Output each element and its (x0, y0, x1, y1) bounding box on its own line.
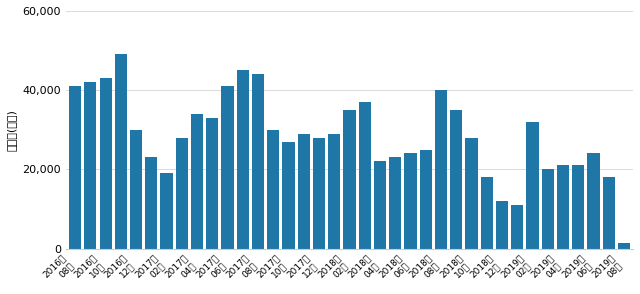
Bar (344, 110, 356, 248)
Bar (161, 173, 173, 248)
Bar (313, 138, 325, 248)
Bar (298, 134, 310, 248)
Bar (557, 165, 569, 248)
Bar (374, 161, 386, 248)
Bar (221, 86, 234, 248)
Bar (252, 74, 264, 248)
Bar (328, 134, 340, 248)
Bar (115, 54, 127, 248)
Bar (206, 118, 218, 248)
Bar (541, 169, 554, 248)
Bar (496, 201, 508, 248)
Bar (481, 177, 493, 248)
Bar (511, 205, 524, 248)
Bar (268, 130, 280, 248)
Bar (145, 158, 157, 248)
Bar (450, 110, 462, 248)
Bar (358, 102, 371, 248)
Bar (435, 90, 447, 248)
Bar (603, 177, 615, 248)
Bar (588, 153, 600, 248)
Bar (618, 243, 630, 248)
Bar (526, 122, 538, 248)
Bar (176, 138, 188, 248)
Bar (404, 153, 417, 248)
Bar (282, 142, 294, 248)
Bar (130, 130, 142, 248)
Bar (84, 82, 97, 248)
Bar (465, 138, 477, 248)
Bar (100, 78, 112, 248)
Bar (572, 165, 584, 248)
Y-axis label: 거래량(건수): 거래량(건수) (7, 109, 17, 151)
Bar (389, 158, 401, 248)
Bar (69, 86, 81, 248)
Bar (420, 150, 432, 248)
Bar (191, 114, 203, 248)
Bar (237, 70, 249, 248)
